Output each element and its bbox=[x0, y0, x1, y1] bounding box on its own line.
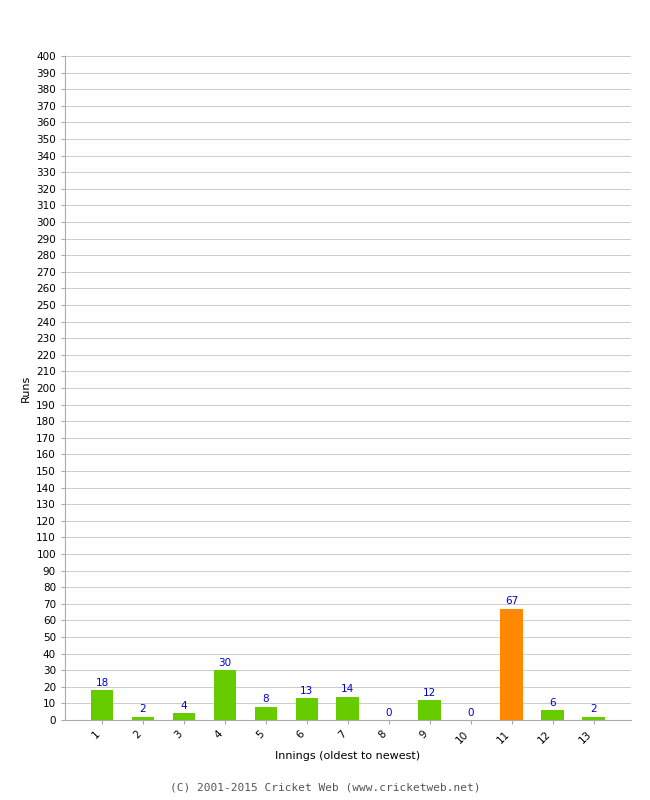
Text: 4: 4 bbox=[181, 701, 187, 711]
Bar bbox=[255, 706, 277, 720]
Bar bbox=[337, 697, 359, 720]
Text: (C) 2001-2015 Cricket Web (www.cricketweb.net): (C) 2001-2015 Cricket Web (www.cricketwe… bbox=[170, 782, 480, 792]
Text: 2: 2 bbox=[140, 704, 146, 714]
Bar bbox=[419, 700, 441, 720]
Bar bbox=[173, 714, 195, 720]
X-axis label: Innings (oldest to newest): Innings (oldest to newest) bbox=[275, 751, 421, 761]
Text: 30: 30 bbox=[218, 658, 231, 668]
Text: 0: 0 bbox=[385, 707, 392, 718]
Text: 8: 8 bbox=[263, 694, 269, 704]
Text: 13: 13 bbox=[300, 686, 313, 696]
Y-axis label: Runs: Runs bbox=[21, 374, 31, 402]
Bar bbox=[296, 698, 318, 720]
Bar bbox=[541, 710, 564, 720]
Text: 18: 18 bbox=[96, 678, 109, 688]
Bar bbox=[91, 690, 113, 720]
Text: 14: 14 bbox=[341, 684, 354, 694]
Bar bbox=[214, 670, 236, 720]
Text: 2: 2 bbox=[590, 704, 597, 714]
Text: 67: 67 bbox=[505, 596, 518, 606]
Bar bbox=[132, 717, 154, 720]
Bar bbox=[582, 717, 604, 720]
Text: 0: 0 bbox=[467, 707, 474, 718]
Text: 6: 6 bbox=[549, 698, 556, 707]
Bar bbox=[500, 609, 523, 720]
Text: 12: 12 bbox=[423, 687, 436, 698]
